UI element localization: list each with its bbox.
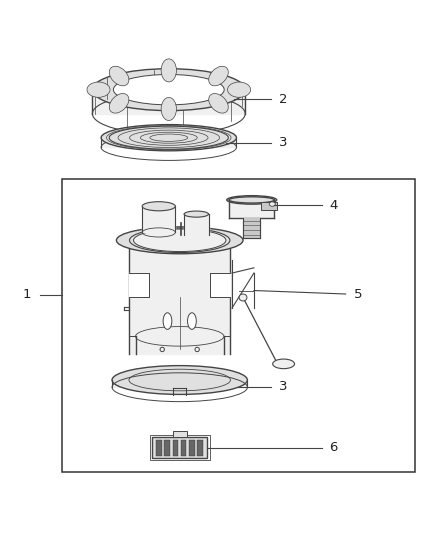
Bar [152, 437, 207, 458]
Text: 1: 1 [23, 288, 31, 301]
Ellipse shape [112, 366, 247, 394]
Polygon shape [229, 200, 275, 219]
Bar [198, 440, 203, 456]
Ellipse shape [101, 125, 237, 151]
Bar [62, 179, 416, 472]
Polygon shape [101, 138, 237, 147]
Polygon shape [130, 240, 230, 354]
Ellipse shape [92, 69, 245, 111]
Text: 6: 6 [329, 441, 338, 454]
Ellipse shape [187, 313, 196, 329]
Polygon shape [243, 219, 260, 238]
Polygon shape [130, 273, 149, 297]
Ellipse shape [227, 196, 277, 204]
Polygon shape [184, 214, 208, 235]
Text: 4: 4 [329, 199, 338, 212]
Bar [173, 431, 187, 437]
Ellipse shape [184, 211, 208, 217]
Ellipse shape [228, 82, 251, 98]
Ellipse shape [209, 66, 228, 86]
Bar [156, 440, 162, 456]
Ellipse shape [161, 59, 177, 82]
Ellipse shape [113, 75, 224, 105]
Bar [150, 435, 210, 461]
Ellipse shape [142, 201, 175, 211]
Ellipse shape [273, 359, 294, 369]
Bar [261, 202, 277, 210]
Polygon shape [112, 380, 247, 387]
Bar [173, 440, 178, 456]
Ellipse shape [239, 294, 247, 301]
Ellipse shape [163, 313, 172, 329]
Ellipse shape [110, 66, 129, 86]
Text: 3: 3 [279, 136, 288, 149]
Text: 3: 3 [279, 380, 288, 393]
Text: 2: 2 [279, 93, 288, 106]
Ellipse shape [229, 197, 275, 203]
Text: 5: 5 [353, 287, 362, 301]
Bar [164, 440, 170, 456]
Ellipse shape [269, 202, 276, 206]
Bar [189, 440, 195, 456]
Ellipse shape [87, 82, 110, 98]
Ellipse shape [110, 93, 129, 113]
Ellipse shape [161, 98, 177, 120]
Polygon shape [210, 273, 230, 297]
Polygon shape [142, 206, 175, 232]
Ellipse shape [209, 93, 228, 113]
Ellipse shape [117, 227, 243, 254]
Bar [181, 440, 187, 456]
Polygon shape [92, 90, 245, 114]
Ellipse shape [134, 229, 226, 252]
